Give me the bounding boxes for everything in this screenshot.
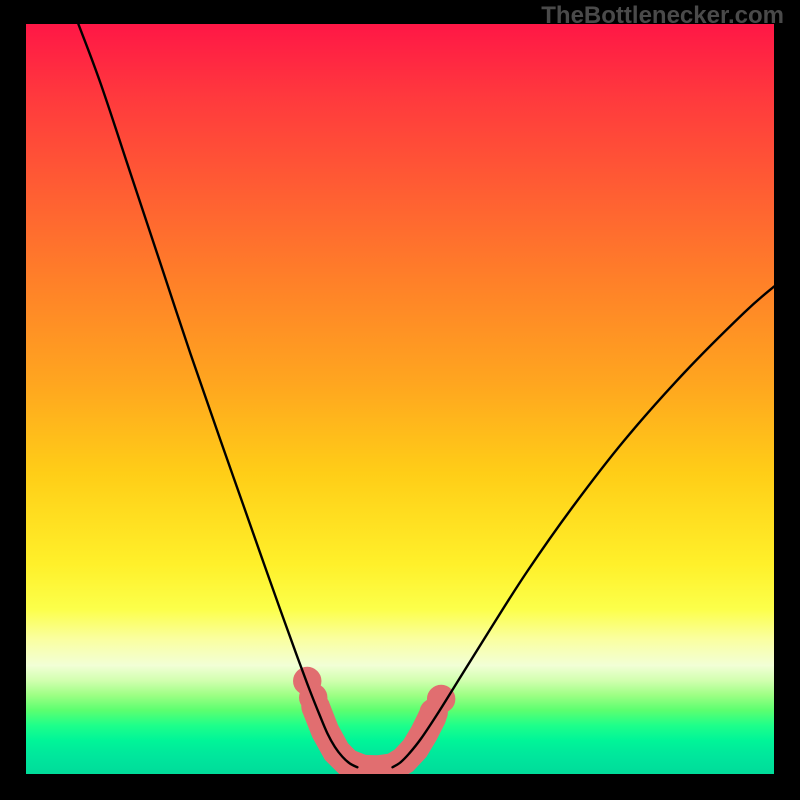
watermark-text: TheBottlenecker.com bbox=[541, 2, 784, 30]
gradient-background bbox=[26, 24, 774, 774]
outer-frame: TheBottlenecker.com bbox=[0, 0, 800, 800]
plot-area bbox=[26, 24, 774, 774]
chart-svg bbox=[26, 24, 774, 774]
